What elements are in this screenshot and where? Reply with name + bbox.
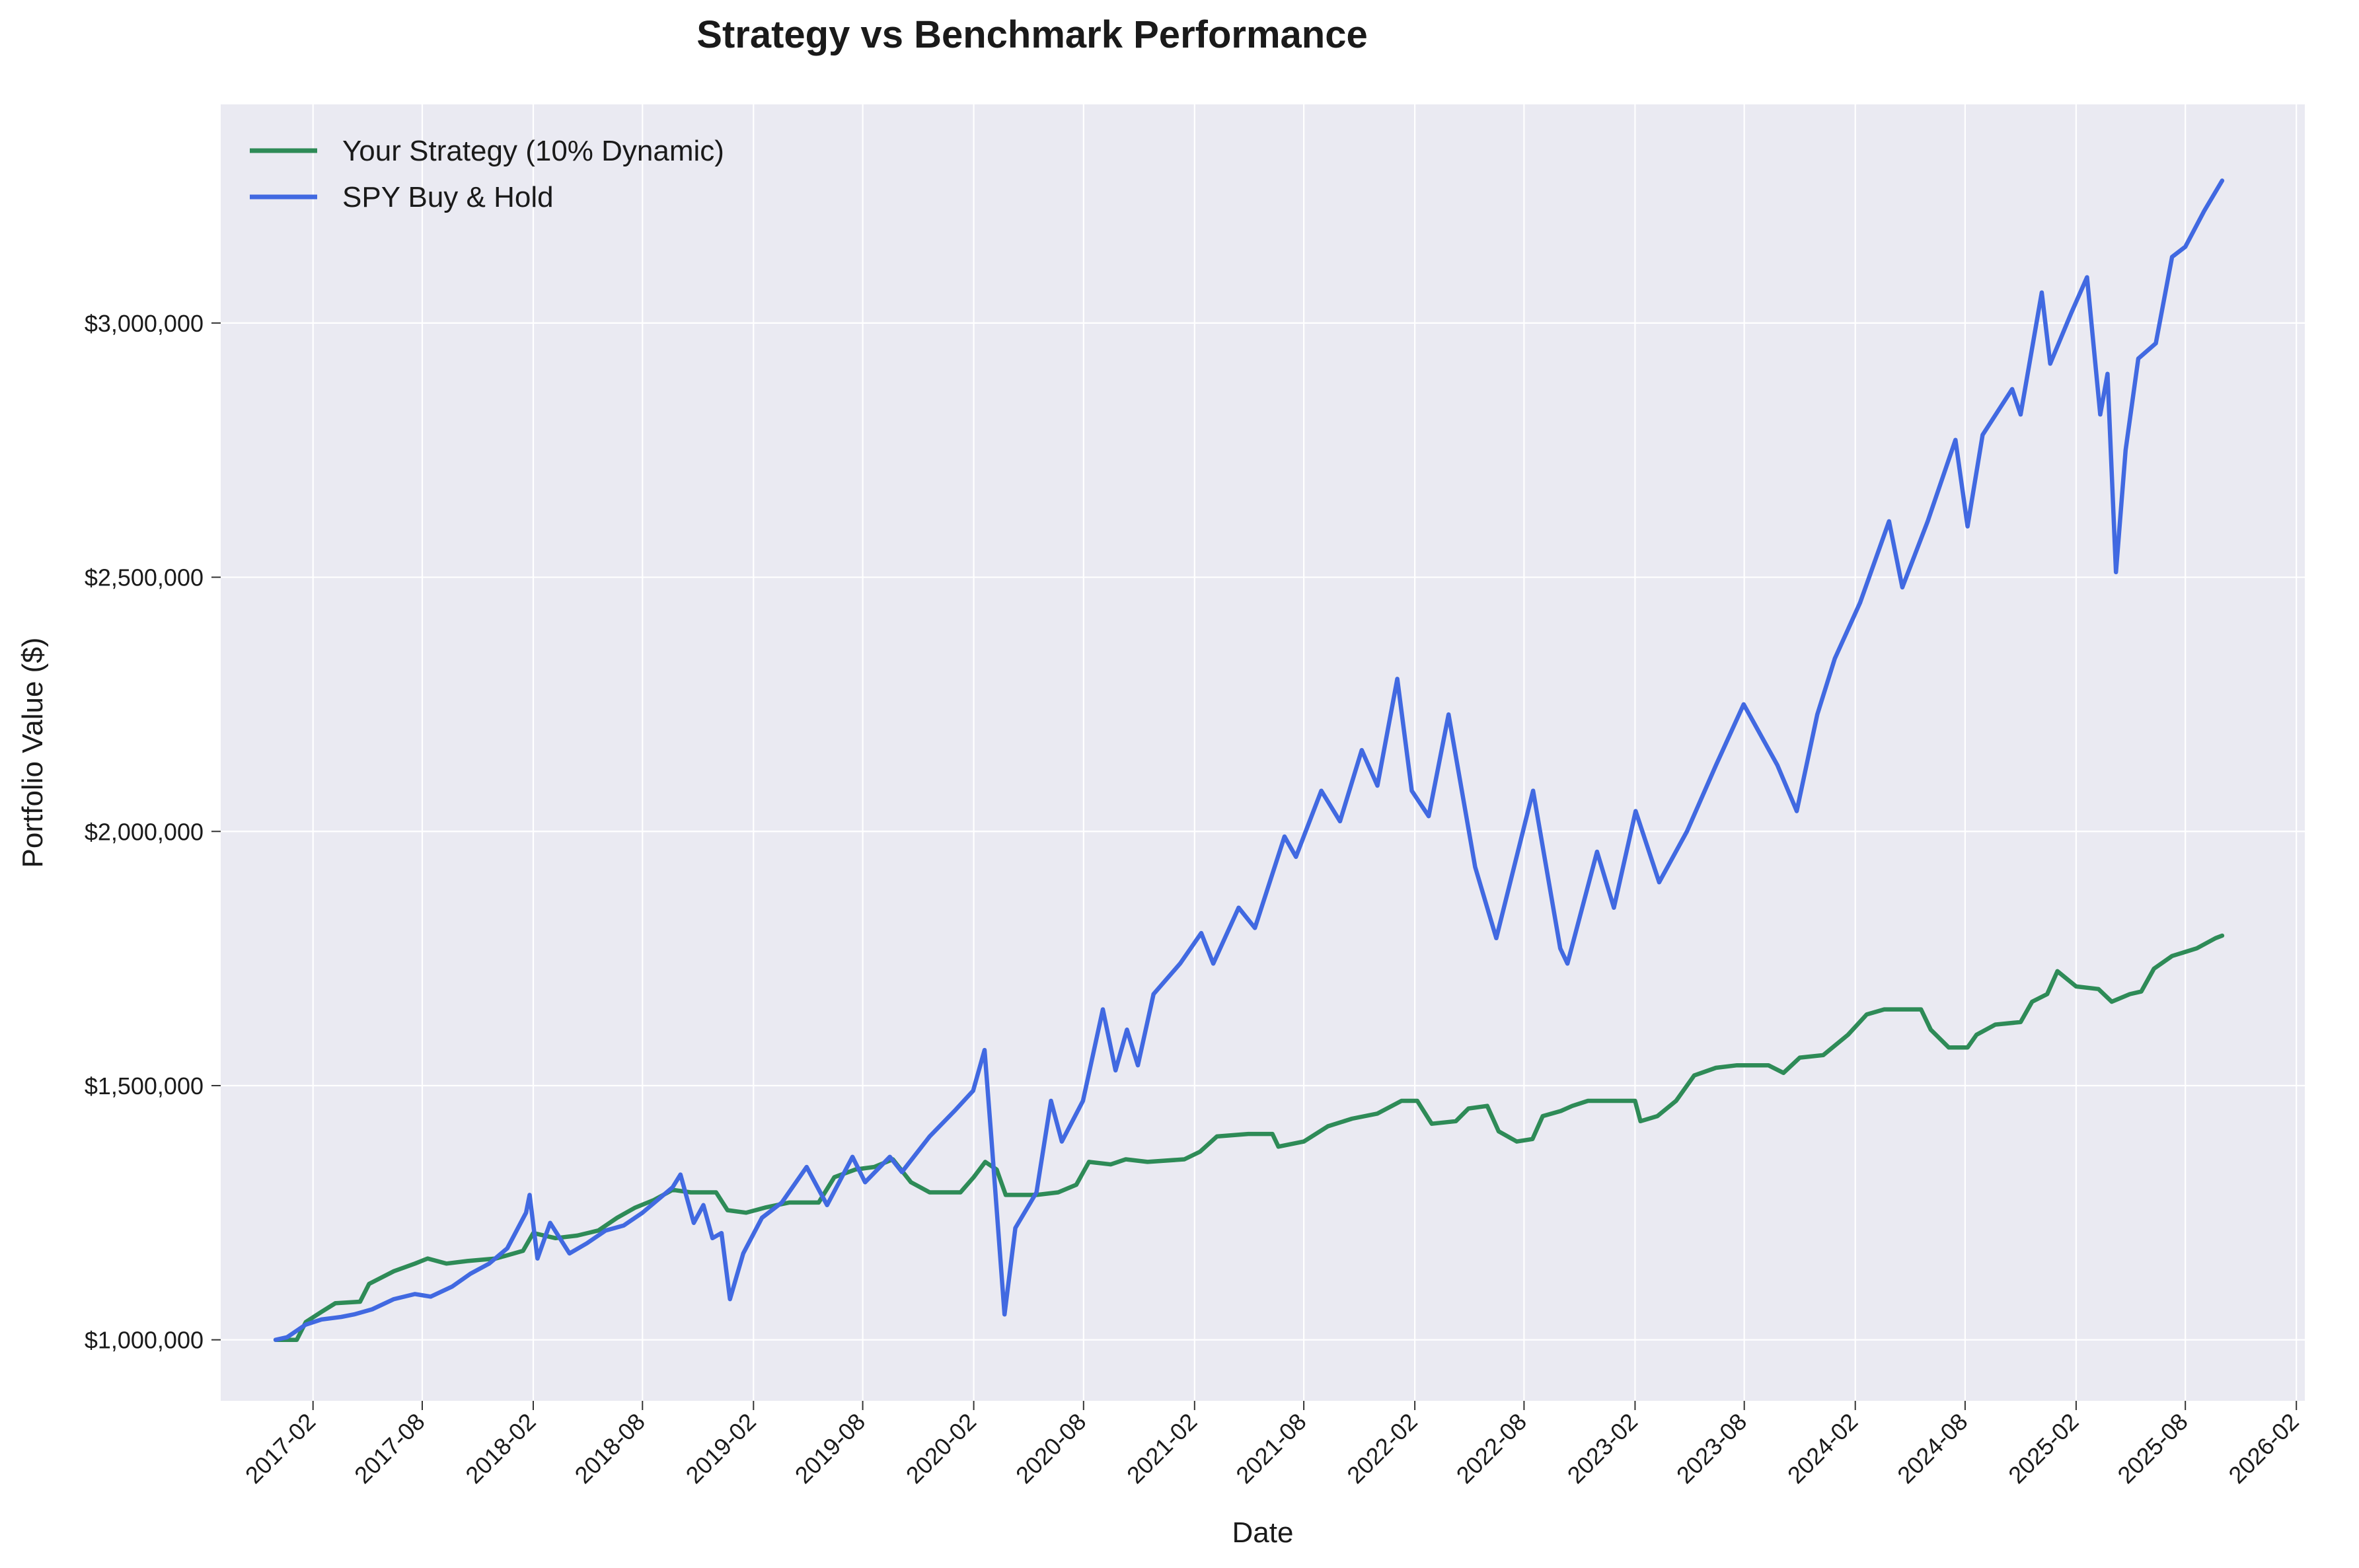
x-tick-label: 2022-02 [1341,1408,1422,1489]
y-axis-label: Portfolio Value ($) [17,638,49,868]
y-tick-label: $2,500,000 [85,564,204,591]
x-tick-label: 2017-08 [349,1408,430,1489]
x-tick-label: 2021-08 [1230,1408,1311,1489]
y-tick-label: $1,000,000 [85,1327,204,1354]
y-tick-label: $3,000,000 [85,310,204,337]
legend-label: Your Strategy (10% Dynamic) [342,135,724,167]
x-tick-label: 2021-02 [1121,1408,1202,1489]
x-tick-label: 2019-02 [681,1408,761,1489]
plot-area [221,104,2305,1401]
grid-layer [221,104,2305,1401]
y-tick-label: $2,000,000 [85,818,204,845]
x-tick-label: 2018-08 [570,1408,650,1489]
series-layer [273,178,2225,1342]
x-tick-label: 2026-02 [2223,1408,2303,1489]
x-tick-label: 2020-02 [901,1408,981,1489]
chart-title: Strategy vs Benchmark Performance [696,13,1367,56]
x-tick-label: 2024-02 [1782,1408,1863,1489]
x-axis-label: Date [1232,1516,1294,1549]
x-tick-label: 2023-02 [1562,1408,1643,1489]
x-tick-label: 2024-08 [1892,1408,1972,1489]
x-tick-label: 2018-02 [460,1408,541,1489]
x-tick-label: 2025-08 [2112,1408,2192,1489]
x-tick-label: 2025-02 [2003,1408,2083,1489]
x-tick-label: 2019-08 [790,1408,870,1489]
legend-label: SPY Buy & Hold [342,181,554,213]
series-line-spy [273,178,2225,1342]
x-tick-label: 2017-02 [240,1408,320,1489]
x-tick-label: 2023-08 [1671,1408,1752,1489]
x-tick-label: 2022-08 [1451,1408,1532,1489]
legend: Your Strategy (10% Dynamic) SPY Buy & Hol… [250,135,724,213]
series-line-strategy [273,933,2225,1342]
x-tick-label: 2020-08 [1010,1408,1091,1489]
y-tick-label: $1,500,000 [85,1072,204,1100]
